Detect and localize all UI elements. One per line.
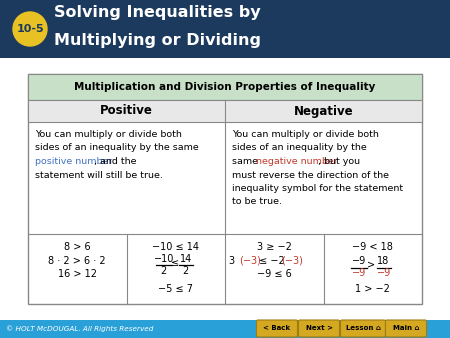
Bar: [28, 74, 422, 304]
Text: 10-5: 10-5: [16, 24, 44, 34]
Text: −9: −9: [351, 256, 366, 266]
Text: −9: −9: [351, 268, 366, 279]
Bar: [0, 58, 450, 324]
Text: negative number: negative number: [256, 157, 338, 166]
Text: , but you: , but you: [318, 157, 360, 166]
Text: positive number: positive number: [35, 157, 112, 166]
Text: ≤ −2: ≤ −2: [256, 256, 288, 266]
Bar: [0, 0, 450, 58]
Text: Multiplication and Division Properties of Inequality: Multiplication and Division Properties o…: [74, 82, 376, 92]
Text: inequality symbol for the statement: inequality symbol for the statement: [232, 184, 403, 193]
Text: Multiplying or Dividing: Multiplying or Dividing: [54, 33, 261, 48]
Text: same: same: [232, 157, 261, 166]
Text: Positive: Positive: [100, 104, 153, 118]
Text: 14: 14: [180, 255, 192, 265]
Text: Main ⌂: Main ⌂: [393, 325, 419, 332]
Text: to be true.: to be true.: [232, 197, 282, 207]
Text: 8 · 2 > 6 · 2: 8 · 2 > 6 · 2: [49, 256, 106, 266]
Text: Lesson ⌂: Lesson ⌂: [346, 325, 380, 332]
Text: 18: 18: [377, 256, 389, 266]
Text: Negative: Negative: [294, 104, 353, 118]
Text: −10 ≤ 14: −10 ≤ 14: [152, 242, 199, 252]
Text: 3: 3: [229, 256, 238, 266]
Text: −9 < 18: −9 < 18: [352, 242, 393, 252]
Bar: [0, 320, 450, 338]
FancyBboxPatch shape: [341, 320, 386, 337]
Text: 16 > 12: 16 > 12: [58, 269, 97, 279]
Text: 2: 2: [183, 266, 189, 275]
Text: −10: −10: [153, 255, 174, 265]
Text: Next >: Next >: [306, 325, 333, 332]
Text: 8 > 6: 8 > 6: [64, 242, 90, 252]
Text: ≤: ≤: [171, 258, 179, 267]
FancyBboxPatch shape: [386, 320, 427, 337]
Text: >: >: [367, 260, 375, 269]
Text: < Back: < Back: [263, 325, 291, 332]
Circle shape: [13, 12, 47, 46]
Text: statement will still be true.: statement will still be true.: [35, 170, 163, 179]
Text: You can multiply or divide both: You can multiply or divide both: [35, 130, 182, 139]
Bar: [28, 100, 422, 122]
FancyBboxPatch shape: [298, 320, 339, 337]
Text: 3 ≥ −2: 3 ≥ −2: [257, 242, 292, 252]
Text: Solving Inequalities by: Solving Inequalities by: [54, 5, 261, 21]
Text: −9 ≤ 6: −9 ≤ 6: [257, 269, 292, 279]
Text: (−3): (−3): [281, 256, 303, 266]
Text: (−3): (−3): [239, 256, 261, 266]
FancyBboxPatch shape: [256, 320, 297, 337]
Bar: [28, 74, 422, 100]
Text: You can multiply or divide both: You can multiply or divide both: [232, 130, 379, 139]
Text: 2: 2: [161, 266, 167, 275]
Text: sides of an inequality by the: sides of an inequality by the: [232, 144, 367, 152]
Text: must reverse the direction of the: must reverse the direction of the: [232, 170, 389, 179]
Text: sides of an inequality by the same: sides of an inequality by the same: [35, 144, 199, 152]
Text: −5 ≤ 7: −5 ≤ 7: [158, 285, 193, 294]
Text: © HOLT McDOUGAL. All Rights Reserved: © HOLT McDOUGAL. All Rights Reserved: [6, 326, 153, 332]
Text: , and the: , and the: [94, 157, 136, 166]
Text: −9: −9: [377, 268, 391, 279]
Text: 1 > −2: 1 > −2: [356, 285, 390, 294]
